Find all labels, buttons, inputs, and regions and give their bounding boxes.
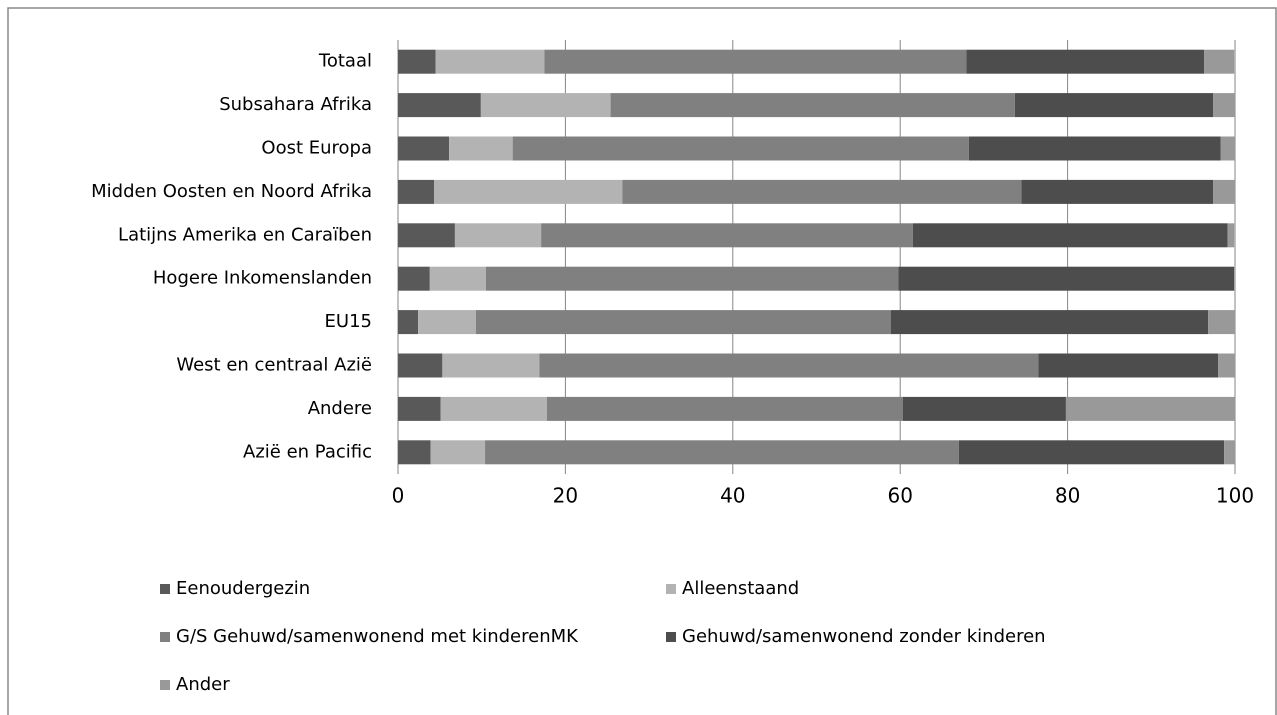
x-tick-label: 0 <box>392 484 405 508</box>
bar-segment <box>1014 93 1214 118</box>
y-tick-label: Andere <box>308 398 372 419</box>
y-tick-label: Oost Europa <box>261 138 372 159</box>
bar-segment <box>485 266 899 291</box>
bar-segment <box>398 179 434 204</box>
legend-label: Gehuwd/samenwonend zonder kinderen <box>682 626 1046 647</box>
bar-segment <box>1218 353 1235 378</box>
bar-segment <box>1208 310 1235 335</box>
bar-segment <box>890 310 1209 335</box>
x-tick-label: 60 <box>887 484 912 508</box>
bar-segment <box>475 310 891 335</box>
legend-swatch <box>160 584 170 594</box>
bar-segment <box>442 353 540 378</box>
legend-swatch <box>160 632 170 642</box>
bar-segment <box>398 93 481 118</box>
x-tick-label: 100 <box>1216 484 1254 508</box>
bar-segment <box>512 136 969 161</box>
x-tick-label: 40 <box>720 484 745 508</box>
bar-segment <box>898 266 1235 291</box>
bar-segment <box>1065 396 1235 421</box>
legend-swatch <box>666 632 676 642</box>
bar-segment <box>1227 223 1235 248</box>
bar-segment <box>398 396 441 421</box>
bar-segment <box>544 49 967 74</box>
bar-segment <box>485 440 959 465</box>
bar-segment <box>1224 440 1235 465</box>
bar-segment <box>418 310 476 335</box>
bar-segment <box>433 179 623 204</box>
y-tick-label: Azië en Pacific <box>243 441 372 462</box>
x-tick-label: 80 <box>1055 484 1080 508</box>
y-tick-label: West en centraal Azië <box>176 355 372 376</box>
bar-segment <box>454 223 542 248</box>
legend-swatch <box>666 584 676 594</box>
bar-segment <box>429 266 486 291</box>
bar-segment <box>398 266 430 291</box>
bar-segment <box>1213 179 1235 204</box>
bar-segment <box>398 440 431 465</box>
legend-swatch <box>160 680 170 690</box>
bar-segment <box>912 223 1228 248</box>
bar-segment <box>610 93 1015 118</box>
bar-segment <box>449 136 513 161</box>
bar-segment <box>541 223 913 248</box>
bar-segment <box>622 179 1022 204</box>
bar-segment <box>1038 353 1219 378</box>
bar-segment <box>435 49 545 74</box>
legend-label: Eenoudergezin <box>176 578 310 599</box>
bar-segment <box>398 353 443 378</box>
bar-segment <box>958 440 1225 465</box>
bar-segment <box>398 310 419 335</box>
y-tick-label: Latijns Amerika en Caraïben <box>118 224 372 245</box>
bar-segment <box>968 136 1221 161</box>
bar-segment <box>966 49 1205 74</box>
bar-segment <box>1204 49 1235 74</box>
legend-label: G/S Gehuwd/samenwonend met kinderenMK <box>176 626 579 647</box>
y-tick-label: Hogere Inkomenslanden <box>153 268 372 289</box>
bar-segment <box>546 396 903 421</box>
bar-segment <box>398 223 455 248</box>
bar-segment <box>1213 93 1235 118</box>
bar-segment <box>902 396 1066 421</box>
bar-segment <box>539 353 1039 378</box>
legend-label: Alleenstaand <box>682 578 799 599</box>
bar-segment <box>1220 136 1235 161</box>
bar-segment <box>440 396 547 421</box>
legend-label: Ander <box>176 674 230 695</box>
bar-segment <box>1021 179 1214 204</box>
bar-segment <box>398 136 450 161</box>
y-tick-label: Subsahara Afrika <box>219 94 372 115</box>
bar-segment <box>398 49 436 74</box>
bar-segment <box>480 93 611 118</box>
y-tick-label: EU15 <box>325 311 372 332</box>
y-tick-label: Midden Oosten en Noord Afrika <box>91 181 372 202</box>
y-tick-label: Totaal <box>318 51 372 72</box>
bar-segment <box>430 440 486 465</box>
x-tick-label: 20 <box>553 484 578 508</box>
